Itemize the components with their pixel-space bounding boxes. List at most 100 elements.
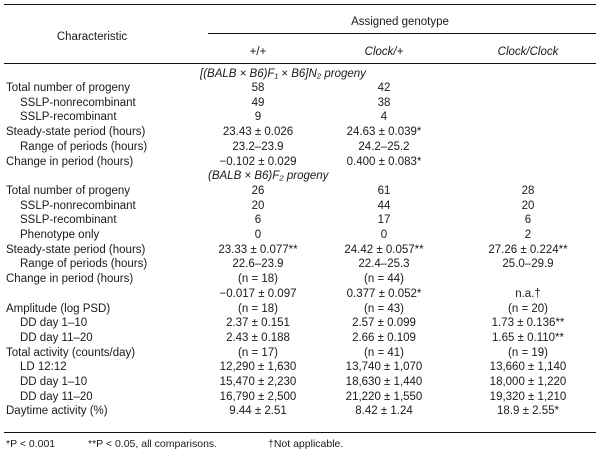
col-header-wildtype: +/+ — [249, 46, 267, 58]
table-row: LD 12:12 12,290 ± 1,630 13,740 ± 1,070 13,6… — [0, 360, 600, 374]
cell-col2: 0.377 ± 0.052* — [346, 287, 422, 300]
cell-col2: 21,220 ± 1,550 — [345, 390, 423, 403]
cell-col2: 2.66 ± 0.109 — [352, 331, 416, 344]
col-header-clock-het: Clock/+ — [364, 46, 404, 58]
row-label: DD day 1–10 — [20, 376, 88, 388]
cell-col2: 2.57 ± 0.099 — [352, 317, 416, 330]
row-label: DD day 11–20 — [20, 331, 93, 344]
cell-col1: 12,290 ± 1,630 — [219, 361, 297, 374]
table-row: Total number of progeny 26 61 28 — [0, 184, 600, 198]
cell-col1: 0 — [254, 229, 262, 241]
row-label: Total activity (counts/day) — [6, 346, 136, 359]
row-label: Range of periods (hours) — [20, 140, 148, 153]
table-row: DD day 1–10 2.37 ± 0.151 2.57 ± 0.099 1.73 … — [0, 316, 600, 330]
table-row: Steady-state period (hours) 23.33 ± 0.077… — [0, 243, 600, 257]
cell-col1: 16,790 ± 2,500 — [219, 390, 297, 403]
cell-col2: 18,630 ± 1,440 — [345, 376, 423, 388]
cell-col1: −0.017 ± 0.097 — [219, 287, 297, 300]
table-row: SSLP-recombinant 9 4 — [0, 110, 600, 124]
cell-col1: (n = 18) — [238, 273, 278, 286]
section-heading-n2: [(BALB × B6)F₁ × B6]N₂ progeny — [200, 68, 366, 80]
cell-col2: 0.400 ± 0.083* — [346, 155, 422, 168]
row-label: Total number of progeny — [6, 184, 131, 197]
cell-col1: (n = 17) — [238, 346, 278, 359]
row-label: SSLP-nonrecombinant — [20, 199, 136, 212]
section-row: (BALB × B6)F₂ progeny — [0, 169, 600, 183]
table-row: Change in period (hours) −0.102 ± 0.029 0.… — [0, 155, 600, 169]
row-label: SSLP-recombinant — [20, 214, 117, 227]
cell-col3: 13,660 ± 1,140 — [489, 361, 567, 374]
row-label: Daytime activity (%) — [6, 405, 108, 418]
table-row: Daytime activity (%) 9.44 ± 2.51 8.42 ± 1.… — [0, 404, 600, 418]
top-rule — [4, 4, 596, 5]
row-label: Change in period (hours) — [6, 273, 134, 286]
table-row: Steady-state period (hours) 23.43 ± 0.026… — [0, 125, 600, 139]
cell-col1: 15,470 ± 2,230 — [219, 376, 297, 388]
footnote-na: †Not applicable. — [268, 438, 344, 450]
cell-col1: 49 — [251, 96, 265, 109]
footnote-p005: **P < 0.05, all comparisons. — [88, 438, 218, 450]
cell-col2: 42 — [377, 82, 391, 94]
table-row: DD day 11–20 16,790 ± 2,500 21,220 ± 1,550… — [0, 390, 600, 404]
row-label: LD 12:12 — [20, 361, 67, 374]
table-row: −0.017 ± 0.097 0.377 ± 0.052* n.a.† — [0, 287, 600, 301]
cell-col3: 1.65 ± 0.110** — [492, 331, 564, 344]
table-row: DD day 11–20 2.43 ± 0.188 2.66 ± 0.109 1.65… — [0, 331, 600, 345]
row-label: SSLP-nonrecombinant — [20, 96, 136, 109]
cell-col2: 44 — [377, 199, 391, 212]
cell-col3: 18,000 ± 1,220 — [489, 376, 567, 388]
table-row: SSLP-nonrecombinant 49 38 — [0, 96, 600, 110]
cell-col2: 0 — [380, 229, 388, 241]
cell-col3: 18.9 ± 2.55* — [497, 405, 559, 418]
table-row: Amplitude (log PSD) (n = 18) (n = 43) (n = … — [0, 302, 600, 316]
characteristic-header: Characteristic — [56, 31, 128, 43]
cell-col3: 2 — [524, 229, 532, 241]
row-label: DD day 1–10 — [20, 317, 88, 330]
cell-col2: 22.4–25.3 — [358, 258, 410, 271]
cell-col1: 2.37 ± 0.151 — [226, 317, 290, 330]
section-heading-f2: (BALB × B6)F₂ progeny — [208, 170, 329, 183]
cell-col3: 19,320 ± 1,210 — [489, 390, 567, 403]
cell-col3: n.a.† — [515, 287, 541, 300]
table-row: Change in period (hours) (n = 18) (n = 44) — [0, 272, 600, 286]
row-label: SSLP-recombinant — [20, 111, 117, 124]
table-row: DD day 1–10 15,470 ± 2,230 18,630 ± 1,440 1… — [0, 375, 600, 389]
cell-col2: 24.2–25.2 — [358, 140, 410, 153]
cell-col3: 27.26 ± 0.224** — [488, 243, 568, 256]
cell-col3: 6 — [524, 214, 532, 227]
cell-col1: 58 — [251, 82, 265, 94]
cell-col2: (n = 43) — [364, 302, 404, 315]
table-row: Range of periods (hours) 22.6–23.9 22.4–25… — [0, 257, 600, 271]
row-label: DD day 11–20 — [20, 390, 93, 403]
cell-col1: −0.102 ± 0.029 — [219, 155, 297, 168]
cell-col2: (n = 44) — [364, 273, 404, 286]
cell-col3: 1.73 ± 0.136** — [491, 317, 565, 330]
footnote-p001: *P < 0.001 — [6, 438, 56, 450]
cell-col2: 61 — [377, 184, 391, 197]
row-label: Amplitude (log PSD) — [6, 302, 111, 315]
cell-col1: 26 — [251, 184, 265, 197]
table-row: Range of periods (hours) 23.2–23.9 24.2–25… — [0, 140, 600, 154]
cell-col1: 9 — [254, 111, 262, 124]
bottom-rule — [4, 432, 596, 433]
row-label: Total number of progeny — [6, 82, 131, 94]
row-label: Steady-state period (hours) — [6, 243, 146, 256]
table-row: Total number of progeny 58 42 — [0, 81, 600, 95]
assigned-genotype-header: Assigned genotype — [351, 16, 449, 28]
cell-col2: (n = 41) — [364, 346, 404, 359]
cell-col2: 4 — [380, 111, 388, 124]
cell-col1: 23.43 ± 0.026 — [222, 126, 294, 139]
cell-col2: 13,740 ± 1,070 — [345, 361, 423, 374]
cell-col3: (n = 19) — [508, 346, 548, 359]
table-row: Total activity (counts/day) (n = 17) (n = … — [0, 346, 600, 360]
cell-col2: 17 — [377, 214, 391, 227]
cell-col3: (n = 20) — [508, 302, 548, 315]
cell-col3: 25.0–29.9 — [502, 258, 554, 271]
cell-col1: 2.43 ± 0.188 — [226, 331, 290, 344]
header-bottom-rule — [4, 63, 596, 64]
cell-col2: 24.42 ± 0.057** — [344, 243, 424, 256]
table-row: SSLP-nonrecombinant 20 44 20 — [0, 199, 600, 213]
cell-col1: 6 — [254, 214, 262, 227]
cell-col1: 20 — [251, 199, 265, 212]
